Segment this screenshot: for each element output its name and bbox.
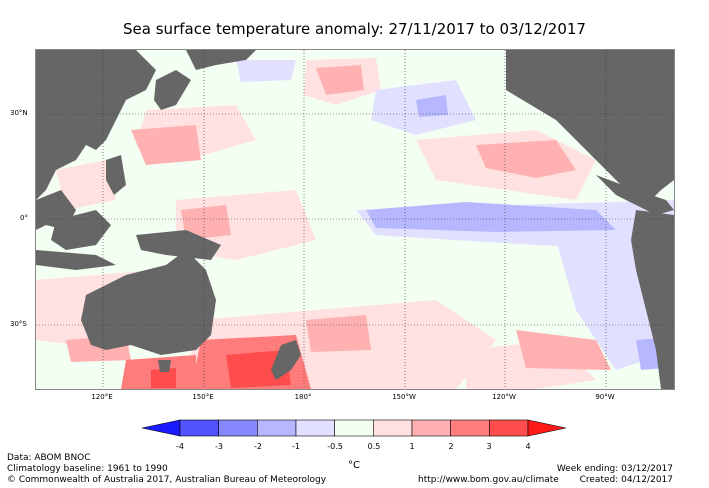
colorbar-label: 1 xyxy=(409,442,415,451)
australia-landmass xyxy=(81,250,216,355)
colorbar-label: -2 xyxy=(254,442,262,451)
tasmania-landmass xyxy=(158,360,171,372)
colorbar-label: -3 xyxy=(215,442,223,451)
colorbar-cell xyxy=(450,419,490,437)
philippines-landmass xyxy=(106,155,126,195)
colorbar-label: 0.5 xyxy=(367,442,381,451)
colorbar-cell xyxy=(411,419,451,437)
chart-title: Sea surface temperature anomaly: 27/11/2… xyxy=(123,20,586,38)
lat-tick-0: 0° xyxy=(20,214,28,222)
south-america-landmass xyxy=(631,210,674,389)
map-svg xyxy=(36,50,674,389)
baseline-text: Climatology baseline: 1961 to 1990 xyxy=(7,464,168,474)
colorbar-cell xyxy=(218,419,258,437)
russia-landmass xyxy=(186,50,256,70)
lon-tick-90w: 90°W xyxy=(595,393,615,401)
new-zealand-landmass xyxy=(271,340,301,380)
north-america-landmass xyxy=(506,50,674,205)
sst-anomaly-map xyxy=(35,49,675,390)
colorbar-cell xyxy=(295,419,335,437)
colorbar-cell xyxy=(489,419,529,437)
copyright-text: © Commonwealth of Australia 2017, Austra… xyxy=(7,475,327,485)
lat-tick-30s: 30°S xyxy=(10,320,27,328)
colorbar-cell xyxy=(257,419,297,437)
borneo-landmass xyxy=(51,210,111,250)
lon-tick-120w: 120°W xyxy=(492,393,516,401)
warm-anomaly-medium xyxy=(66,65,611,370)
lat-tick-30n: 30°N xyxy=(10,109,28,117)
lon-tick-150w: 150°W xyxy=(392,393,416,401)
colorbar-cell xyxy=(334,419,374,437)
colorbar-label: 4 xyxy=(525,442,531,451)
warm-anomaly-very-strong xyxy=(151,350,291,388)
footer-left: Data: ABOM BNOC Climatology baseline: 19… xyxy=(7,453,326,486)
new-guinea-landmass xyxy=(136,230,221,260)
colorbar-label: 3 xyxy=(486,442,492,451)
colorbar-unit: °C xyxy=(348,460,360,471)
colorbar-cell xyxy=(179,419,219,437)
asia-landmass xyxy=(36,50,156,200)
data-source-text: Data: ABOM BNOC xyxy=(7,453,91,463)
lon-tick-120e: 120°E xyxy=(91,393,113,401)
colorbar-label: -4 xyxy=(176,442,184,451)
colorbar-label: -0.5 xyxy=(327,442,343,451)
colorbar-label: 2 xyxy=(448,442,454,451)
colorbar-arrow-high xyxy=(527,419,567,437)
created-date-text: Created: 04/12/2017 xyxy=(579,475,673,485)
central-america-landmass xyxy=(596,175,674,215)
colorbar-label: -1 xyxy=(292,442,300,451)
land-masses xyxy=(36,50,674,389)
colorbar-cell xyxy=(373,419,413,437)
java-landmass xyxy=(36,250,116,270)
japan-landmass xyxy=(154,70,191,110)
graticule xyxy=(36,50,674,389)
week-ending-text: Week ending: 03/12/2017 xyxy=(556,464,673,474)
colorbar-arrow-low xyxy=(141,419,181,437)
lon-tick-150e: 150°E xyxy=(192,393,214,401)
website-link[interactable]: http://www.bom.gov.au/climate xyxy=(418,475,559,485)
lon-tick-180: 180° xyxy=(294,393,312,401)
